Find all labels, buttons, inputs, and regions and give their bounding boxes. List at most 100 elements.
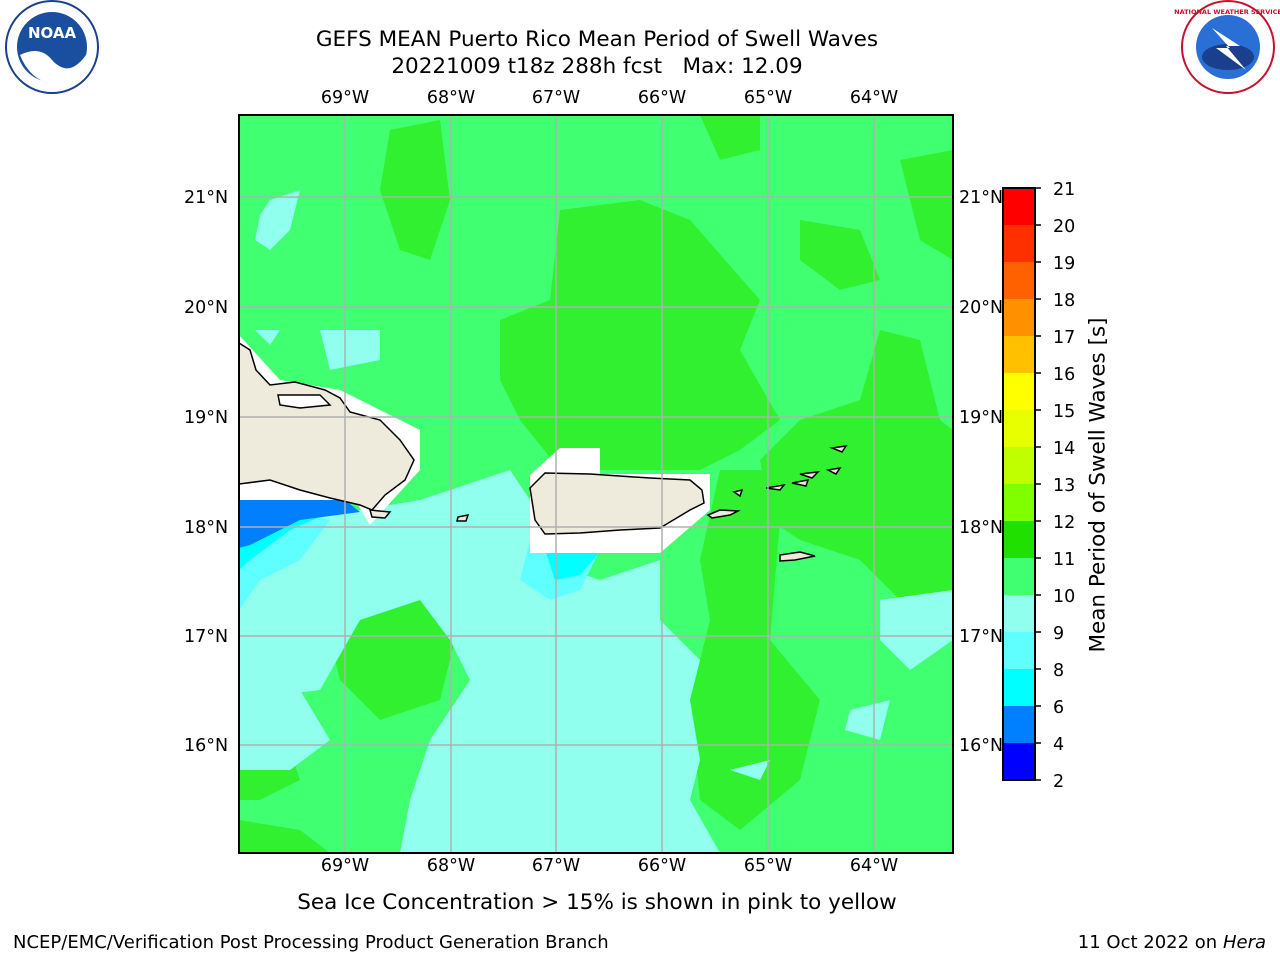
colorbar-tick-19: 19 [1053,254,1076,274]
colorbar-band-20-21 [1003,188,1035,225]
colorbar-band-2-4 [1003,743,1035,780]
lat-label-right-17n: 17°N [959,627,1004,647]
colorbar-band-11-12 [1003,521,1035,558]
colorbar-band-18-19 [1003,262,1035,299]
lon-label-top-65w: 65°W [743,88,793,108]
noaa-logo-text: NOAA [28,24,77,42]
lat-label-right-16n: 16°N [959,736,1004,756]
field-9-10s-south [239,470,720,853]
colorbar-band-19-20 [1003,225,1035,262]
field-11-12s-east [760,330,953,600]
colorbar-tick-11: 11 [1053,550,1076,570]
field-11-12s-nw [380,120,450,260]
contour-field [239,115,953,853]
footer-host: Hera [1222,932,1266,953]
colorbar-band-8-9 [1003,632,1035,669]
gridlines [239,115,953,853]
chart-title: GEFS MEAN Puerto Rico Mean Period of Swe… [315,27,879,52]
footer-credit: NCEP/EMC/Verification Post Processing Pr… [13,932,609,953]
colorbar-tick-10: 10 [1053,587,1076,607]
colorbar-tick-9: 9 [1053,624,1065,644]
hispaniola-bay [277,394,332,409]
field-9-10s-nw-3 [320,330,380,370]
field-6-8s-south-coast [545,550,600,580]
colorbar-tick-20: 20 [1053,217,1076,237]
colorbar-tick-16: 16 [1053,365,1076,385]
footer-date: 11 Oct 2022 on Hera [1078,932,1266,953]
colorbar-tick-6: 6 [1053,698,1065,718]
chart-subtitle: 20221009 t18z 288h fcst Max: 12.09 [391,54,803,79]
lat-label-right-20n: 20°N [959,298,1004,318]
field-9-10s-nw-2 [255,330,280,345]
lat-label-left-19n: 19°N [184,408,229,428]
field-9-10s-patch-1 [845,700,890,740]
field-11-12s-sw [330,590,460,720]
colorbar-band-4-6 [1003,706,1035,743]
anegada-island [825,466,842,475]
colorbar-tick-18: 18 [1053,291,1076,311]
st-thomas-island [765,483,786,491]
field-9-10s-sw [239,690,330,770]
st-croix-island [779,551,816,562]
nws-logo: NATIONAL WEATHER SERVICE [1174,0,1280,94]
lon-label-top-66w: 66°W [637,88,687,108]
plot-frame [238,114,954,854]
lon-label-top-67w: 67°W [531,88,581,108]
colorbar-band-9-10 [1003,595,1035,632]
field-11-12s-top [700,115,760,160]
beata-island [368,509,392,519]
lon-label-top-68w: 68°W [426,88,476,108]
lon-label-bottom-68w: 68°W [426,856,476,876]
lon-label-bottom-64w: 64°W [849,856,899,876]
lon-label-bottom-69w: 69°W [320,856,370,876]
colorbar-band-17-18 [1003,299,1035,336]
colorbar-tick-2: 2 [1053,772,1065,792]
field-11-12s-bottom [239,820,330,853]
colorbar [1002,187,1041,781]
colorbar-band-6-8 [1003,669,1035,706]
mona-island [456,514,470,522]
colorbar-label: Mean Period of Swell Waves [s] [1085,317,1111,653]
colorbar-tick-21: 21 [1053,180,1076,200]
noaa-logo: NOAA [5,0,99,94]
field-11-12s-se [690,470,820,830]
colorbar-band-15-16 [1003,373,1035,410]
colorbar-tick-12: 12 [1053,513,1076,533]
field-4-6s-west [239,500,360,548]
footer-date-text: 11 Oct 2022 on [1077,932,1223,953]
tortola-island [791,479,810,487]
colorbar-tick-4: 4 [1053,735,1065,755]
lat-label-left-21n: 21°N [184,188,229,208]
colorbar-band-16-17 [1003,336,1035,373]
lat-label-left-20n: 20°N [184,298,229,318]
field-11-12s-ne-edge [900,150,953,260]
lon-label-bottom-66w: 66°W [637,856,687,876]
culebra-island [732,488,744,498]
colorbar-tick-17: 17 [1053,328,1076,348]
lat-label-left-17n: 17°N [184,627,229,647]
colorbar-tick-15: 15 [1053,402,1076,422]
lat-label-left-16n: 16°N [184,736,229,756]
nws-logo-text: NATIONAL WEATHER SERVICE [1174,8,1280,16]
colorbar-tick-14: 14 [1053,439,1076,459]
sea-ice-note: Sea Ice Concentration > 15% is shown in … [297,890,897,915]
field-9-10s-nw-1 [255,190,300,250]
field-9-10s-patch-2 [730,760,770,780]
lat-label-right-18n: 18°N [959,518,1004,538]
field-11-12s-ne [800,220,880,290]
lon-label-bottom-67w: 67°W [531,856,581,876]
colorbar-tick-13: 13 [1053,476,1076,496]
field-9-10s-se-edge [880,590,953,670]
lat-label-right-19n: 19°N [959,408,1004,428]
colorbar-tick-8: 8 [1053,661,1065,681]
puerto-rico-land [529,472,705,535]
colorbar-overlay [1003,188,1037,781]
colorbar-band-10-11 [1003,558,1035,595]
vieques-island [706,509,741,519]
field-11-12s-north [500,200,780,470]
sombrero-island [829,445,848,453]
lon-label-bottom-65w: 65°W [743,856,793,876]
lat-label-left-18n: 18°N [184,518,229,538]
colorbar-band-14-15 [1003,410,1035,447]
